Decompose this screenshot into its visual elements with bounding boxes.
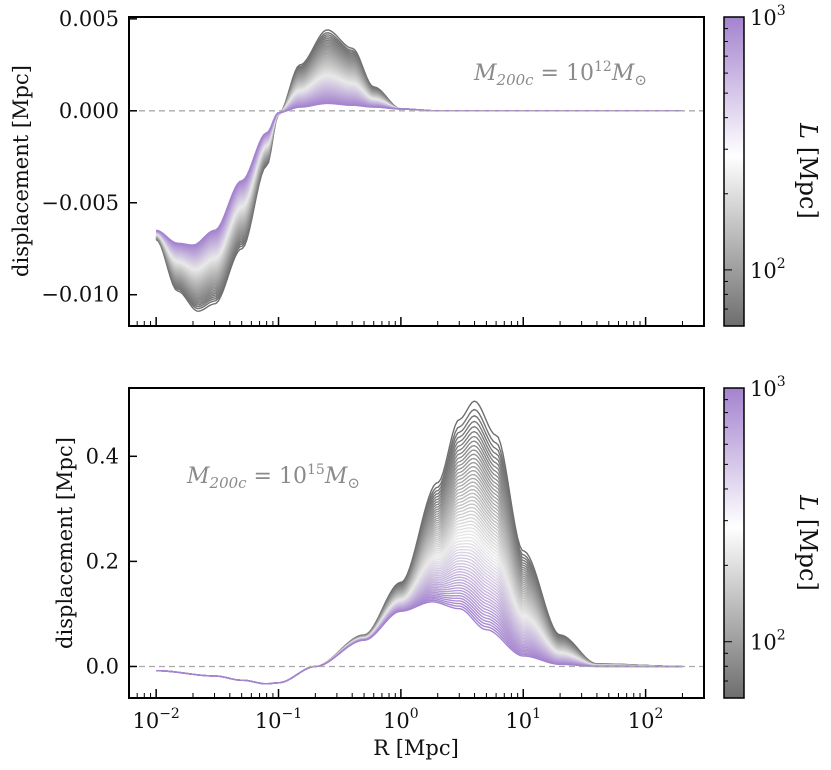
- top-y-ticks: 0.005 0.000 −0.005 −0.010: [41, 7, 137, 307]
- top-colorbar: 102 103 L [Mpc]: [723, 3, 822, 327]
- colorbar-tick-label-1: 103: [750, 374, 786, 401]
- colorbar-tick-label-0: 102: [750, 628, 786, 655]
- bottom-panel: 0.4 0.2 0.0 10−2 10−1 100 101 102 displacement…: [53, 387, 705, 760]
- xtick-label-3: 101: [505, 706, 541, 733]
- bottom-colorbar-label: L [Mpc]: [794, 494, 822, 591]
- top-curve-3: [155, 36, 683, 306]
- colorbar-tick-label-0: 102: [750, 256, 786, 283]
- bottom-axes-frame: [128, 387, 705, 699]
- top-colorbar-ticks: 102 103: [724, 3, 786, 327]
- top-curve-7: [155, 42, 683, 300]
- top-curve-5: [155, 39, 683, 303]
- top-ytick-label-1: 0.000: [59, 99, 119, 123]
- bottom-colorbar-ticks: 102 103: [724, 374, 786, 699]
- xtick-label-2: 100: [383, 706, 419, 733]
- top-curve-8: [155, 44, 683, 299]
- bot-curve-47: [156, 576, 683, 685]
- top-axes-frame: [128, 16, 705, 327]
- bot-curve-58: [156, 599, 683, 685]
- bot-curve-59: [156, 601, 683, 685]
- bot-curve-54: [156, 593, 683, 685]
- top-mass-annotation: M200c = 1012M⊙: [473, 59, 647, 89]
- bottom-y-axis-label: displacement [Mpc]: [53, 437, 77, 649]
- top-curve-6: [155, 41, 683, 301]
- bottom-mass-annotation: M200c = 1015M⊙: [186, 462, 360, 492]
- top-y-axis-label: displacement [Mpc]: [9, 65, 33, 277]
- colorbar-tick-label-1: 103: [750, 3, 786, 30]
- top-ytick-label-2: −0.005: [41, 191, 119, 215]
- bot-curve-57: [156, 598, 683, 685]
- top-curve-2: [155, 34, 683, 308]
- bottom-colorbar: 102 103 L [Mpc]: [723, 374, 822, 699]
- x-axis-label: R [Mpc]: [373, 736, 459, 760]
- bot-ytick-label-2: 0.0: [86, 654, 119, 678]
- top-x-ticks: [128, 317, 705, 326]
- top-panel: 0.005 0.000 −0.005 −0.010 displacement [Mpc…: [9, 7, 705, 327]
- top-colorbar-gradient: [723, 16, 745, 327]
- xtick-label-4: 102: [628, 706, 664, 733]
- bot-curve-56: [156, 596, 683, 685]
- top-ytick-label-3: −0.010: [41, 283, 119, 307]
- xtick-label-0: 10−2: [132, 706, 179, 733]
- top-ytick-label-0: 0.005: [59, 7, 119, 31]
- bottom-x-ticks: 10−2 10−1 100 101 102: [128, 689, 705, 733]
- bot-ytick-label-1: 0.2: [86, 549, 119, 573]
- bottom-colorbar-gradient: [723, 387, 745, 699]
- bottom-y-ticks: 0.4 0.2 0.0: [86, 444, 137, 678]
- top-curve-4: [155, 37, 683, 304]
- bot-curve-55: [156, 594, 683, 685]
- top-colorbar-label: L [Mpc]: [794, 122, 822, 219]
- xtick-label-1: 10−1: [255, 706, 302, 733]
- bot-curve-53: [156, 591, 683, 685]
- bottom-curve-family: [156, 400, 683, 685]
- bot-ytick-label-0: 0.4: [86, 444, 119, 468]
